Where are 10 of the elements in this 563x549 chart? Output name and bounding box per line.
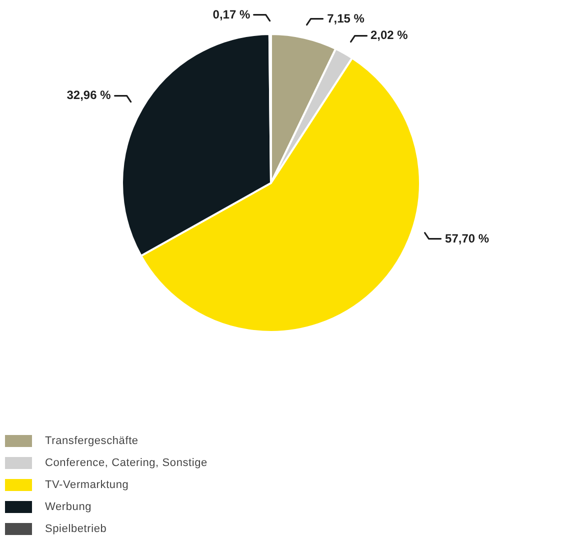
data-label: 0,17 % — [212, 7, 250, 22]
data-label: 57,70 % — [445, 231, 490, 246]
data-label: 32,96 % — [66, 88, 112, 102]
legend-label: Transfergeschäfte — [45, 435, 138, 447]
data-label: 7,15 % — [327, 11, 365, 26]
legend-label: Conference, Catering, Sonstige — [45, 457, 208, 469]
legend-label: Spielbetrieb — [45, 523, 107, 535]
legend-label: Werbung — [45, 501, 92, 513]
legend-label: TV-Vermarktung — [45, 479, 129, 491]
data-label: 2,02 % — [370, 28, 408, 42]
